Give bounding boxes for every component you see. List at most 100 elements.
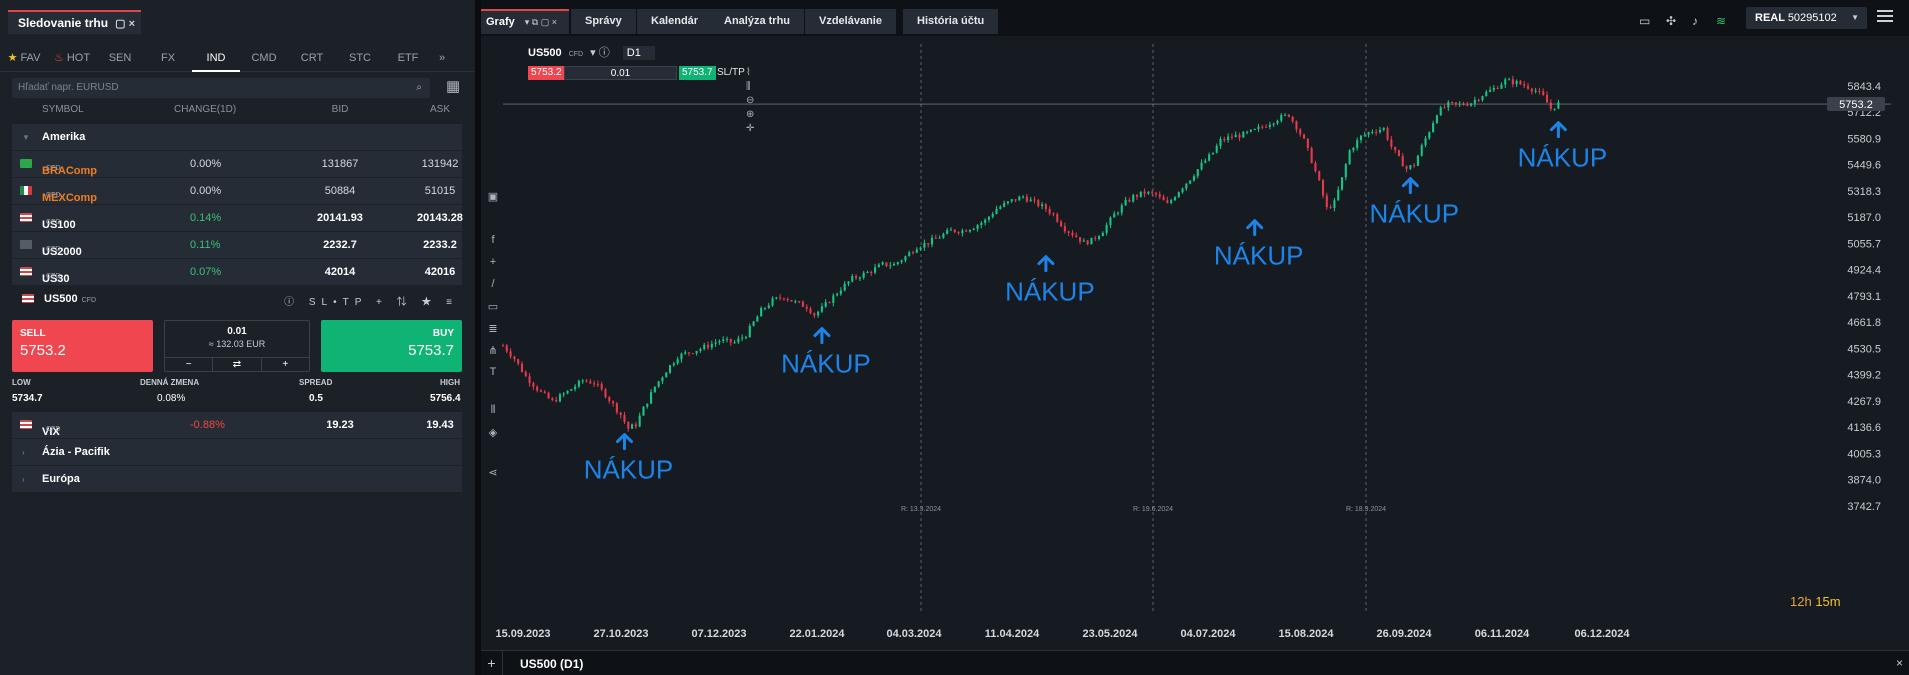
decrease-button[interactable]: − xyxy=(165,358,214,371)
table-row[interactable]: US100 CFD 0.14% 20141.93 20143.28 xyxy=(12,205,463,231)
pitchfork-icon[interactable]: ⋔ xyxy=(488,345,498,357)
crosshair-icon[interactable]: + xyxy=(489,256,497,268)
y-tick-label: 4793.1 xyxy=(1847,291,1881,303)
account-selector[interactable]: REAL 50295102 ▼ xyxy=(1746,7,1867,29)
volume-value[interactable]: 0.01 xyxy=(227,326,247,337)
col-change: CHANGE(1D) xyxy=(174,104,237,115)
tab-sen[interactable]: SEN xyxy=(108,51,132,64)
function-icon[interactable]: f xyxy=(491,234,495,246)
swap-icon[interactable]: ⇄ xyxy=(213,358,262,371)
network-icon[interactable]: ✣ xyxy=(1666,14,1677,28)
fib-icon[interactable]: ≣ xyxy=(488,323,498,335)
candle xyxy=(1196,169,1199,177)
tab-historia[interactable]: História účtu xyxy=(903,9,999,34)
candle xyxy=(623,414,626,422)
category-tabs: ★ FAV ♨ HOT SEN FX IND CMD CRT STC ETF » xyxy=(0,44,475,72)
chart-symbol[interactable]: US500 CFD ▾ ⓘ D1 xyxy=(528,44,655,60)
tab-analyza[interactable]: Analýza trhu xyxy=(710,9,805,34)
chart-sell-button[interactable]: 5753.2 xyxy=(528,66,565,80)
table-row[interactable]: US30 CFD 0.07% 42014 42016 xyxy=(12,259,462,285)
window-icons[interactable]: ▢ × xyxy=(115,17,135,30)
candle xyxy=(1416,155,1419,166)
candle xyxy=(919,247,922,250)
candle xyxy=(718,341,721,343)
candle xyxy=(1432,123,1435,133)
candle xyxy=(1405,166,1408,169)
group-asia[interactable]: › Ázia - Pacifik xyxy=(12,439,462,465)
chart-tools[interactable]: ⌇ ⫼ ⊖ ⊕ ✛ xyxy=(746,67,762,134)
bell-icon[interactable]: ♪ xyxy=(1692,14,1698,28)
chart-buy-button[interactable]: 5753.7 xyxy=(679,66,716,80)
menu-icon[interactable] xyxy=(1877,10,1893,22)
candle xyxy=(968,229,972,232)
candle xyxy=(1211,152,1214,155)
watchlist-tab[interactable]: Sledovanie trhu ▢ × xyxy=(8,10,141,34)
candle xyxy=(1189,180,1192,184)
close-icon[interactable]: × xyxy=(1895,656,1903,670)
tab-hot[interactable]: ♨ HOT xyxy=(53,51,91,64)
tab-etf[interactable]: ETF xyxy=(397,51,419,64)
tab-crt[interactable]: CRT xyxy=(300,51,324,64)
instrument-tools[interactable]: ⓘ SL•TP + ⇅ ★ ≡ xyxy=(284,297,458,308)
increase-button[interactable]: + xyxy=(282,359,289,370)
tab-kalendar[interactable]: Kalendár xyxy=(637,9,713,34)
more-tabs-icon[interactable]: » xyxy=(438,51,446,64)
grafy-tab[interactable]: Grafy ▾ ⧉ ▢ × xyxy=(481,9,569,34)
share-icon[interactable]: ⋖ xyxy=(488,467,498,479)
candle xyxy=(1200,162,1203,170)
search-input[interactable]: Hľadať napr. EURUSD ⌕ xyxy=(12,78,430,98)
tab-ind[interactable]: IND xyxy=(192,44,240,72)
add-chart-button[interactable]: + xyxy=(481,651,503,675)
table-row[interactable]: MEXComp CFD 0.00% 50884 51015 xyxy=(12,178,462,204)
tab-spravy[interactable]: Správy xyxy=(571,9,636,34)
search-icon[interactable]: ⌕ xyxy=(416,82,422,93)
candle xyxy=(892,263,896,266)
grid-view-icon[interactable]: ▦ xyxy=(446,78,461,95)
group-europe[interactable]: › Európa xyxy=(12,466,462,492)
candle xyxy=(536,386,539,391)
candle xyxy=(756,316,759,322)
layout-icon[interactable]: ▣ xyxy=(487,191,499,203)
candle xyxy=(1060,221,1063,227)
table-row[interactable]: VIX CFD -0.88% 19.23 19.43 xyxy=(12,412,462,438)
tab-fx[interactable]: FX xyxy=(160,51,176,64)
volume-stepper[interactable]: 0.01 ≈ 132.03 EUR − ⇄ + xyxy=(164,320,310,372)
table-header: SYMBOL CHANGE(1D) BID ASK xyxy=(12,104,462,120)
table-row[interactable]: BRAComp CFD 0.00% 131867 131942 xyxy=(12,151,462,177)
candle xyxy=(790,300,793,302)
tab-cmd[interactable]: CMD xyxy=(251,51,277,64)
tab-fav[interactable]: ★ FAV xyxy=(7,51,41,64)
tab-stc[interactable]: STC xyxy=(349,51,371,64)
line-icon[interactable]: / xyxy=(491,278,495,290)
candle xyxy=(1504,79,1507,85)
timeframe-select[interactable]: D1 xyxy=(622,46,655,60)
text-icon[interactable]: T xyxy=(489,366,497,378)
tab-vzdelavanie[interactable]: Vzdelávanie xyxy=(805,9,896,34)
candle xyxy=(1492,87,1495,90)
buy-button[interactable]: BUY 5753.7 xyxy=(321,320,462,372)
screen-icon[interactable]: ▭ xyxy=(1639,14,1651,28)
price-chart[interactable]: 5843.45712.25580.95449.65318.35187.05055… xyxy=(481,36,1909,650)
candle xyxy=(809,308,812,314)
rectangle-icon[interactable]: ▭ xyxy=(487,301,499,313)
selected-instrument[interactable]: US500 CFD ⓘ SL•TP + ⇅ ★ ≡ xyxy=(12,288,462,310)
candle xyxy=(1120,205,1123,213)
indicator-icon[interactable]: ⫴ xyxy=(490,404,496,416)
candle xyxy=(1508,79,1511,81)
candle xyxy=(528,376,531,384)
group-america[interactable]: ▼ Amerika xyxy=(12,124,462,150)
candle xyxy=(1234,134,1237,138)
candle xyxy=(999,206,1002,209)
window-icons[interactable]: ▾ ⧉ ▢ × xyxy=(524,17,557,27)
table-row[interactable]: US2000 CFD 0.11% 2232.7 2233.2 xyxy=(12,232,462,258)
layers-icon[interactable]: ◈ xyxy=(488,427,498,439)
x-tick-label: 07.12.2023 xyxy=(691,628,746,640)
sltp-button[interactable]: SL/TP xyxy=(717,67,745,78)
candle xyxy=(801,301,804,307)
chart-volume[interactable]: 0.01 xyxy=(564,66,677,80)
y-tick-label: 4661.8 xyxy=(1847,317,1881,329)
candle xyxy=(995,208,998,215)
candle xyxy=(1485,91,1488,97)
candle xyxy=(1010,199,1013,202)
sell-button[interactable]: SELL 5753.2 xyxy=(12,320,153,372)
